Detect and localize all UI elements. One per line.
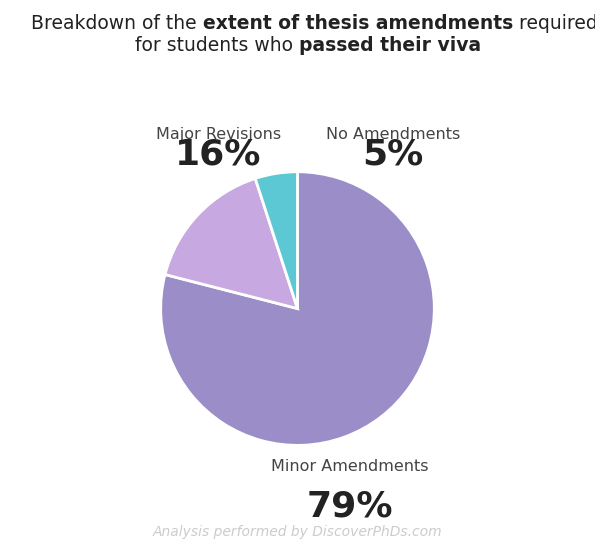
Wedge shape <box>165 179 298 309</box>
Text: 5%: 5% <box>362 138 424 172</box>
Text: passed their viva: passed their viva <box>299 36 481 55</box>
Text: for students who: for students who <box>135 36 299 55</box>
Text: Breakdown of the: Breakdown of the <box>32 14 203 33</box>
Wedge shape <box>161 172 434 445</box>
Text: Minor Amendments: Minor Amendments <box>271 459 428 474</box>
Text: extent of thesis amendments: extent of thesis amendments <box>203 14 513 33</box>
Text: No Amendments: No Amendments <box>326 127 461 142</box>
Wedge shape <box>255 172 298 309</box>
Text: 16%: 16% <box>175 138 261 172</box>
Text: 79%: 79% <box>306 489 393 523</box>
Text: Major Revisions: Major Revisions <box>156 127 281 142</box>
Text: Analysis performed by DiscoverPhDs.com: Analysis performed by DiscoverPhDs.com <box>153 525 442 539</box>
Text: required: required <box>513 14 595 33</box>
